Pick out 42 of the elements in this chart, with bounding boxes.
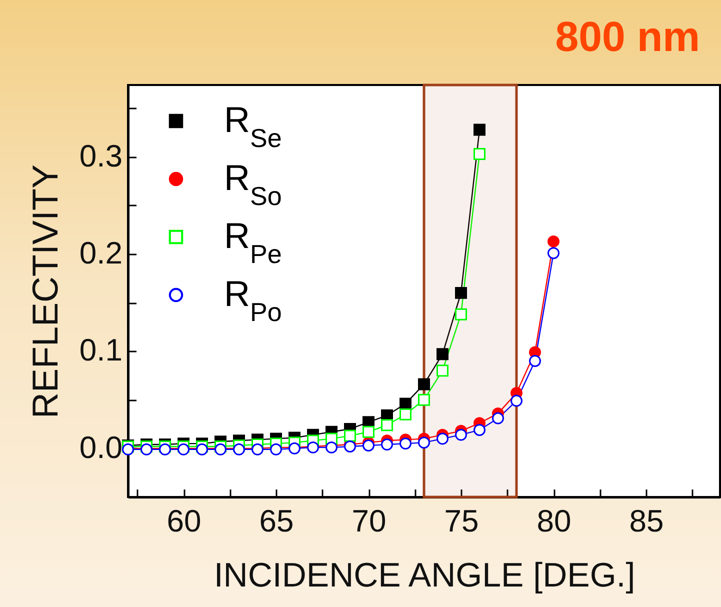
point xyxy=(400,408,412,420)
x-tick-label: 80 xyxy=(536,504,572,538)
point xyxy=(381,419,393,432)
point xyxy=(362,426,374,438)
point xyxy=(474,148,486,160)
point xyxy=(474,124,486,136)
legend-label: R$_{Po}$ xyxy=(224,273,282,327)
point xyxy=(400,398,412,410)
x-axis-title: INCIDENCE ANGLE [DEG.] xyxy=(214,556,636,594)
x-tick-label: 75 xyxy=(444,504,479,538)
chart-title: 800 nm xyxy=(555,12,700,60)
y-tick-label: 0.2 xyxy=(79,236,122,271)
y-tick-label: 0.1 xyxy=(79,332,122,368)
point xyxy=(548,235,560,248)
point xyxy=(455,286,467,299)
point xyxy=(381,438,393,451)
x-tick-label: 70 xyxy=(352,504,386,538)
legend-label: R$_{So}$ xyxy=(224,157,282,211)
y-tick-label: 0.0 xyxy=(79,430,122,465)
point xyxy=(548,247,560,260)
point xyxy=(436,364,448,377)
point xyxy=(418,378,430,390)
point xyxy=(474,424,486,436)
point xyxy=(436,432,448,445)
point xyxy=(436,348,448,360)
x-tick-label: 85 xyxy=(629,504,664,538)
x-tick-label: 65 xyxy=(259,504,294,538)
point xyxy=(418,436,430,449)
point xyxy=(455,428,467,441)
x-tick-label: 60 xyxy=(166,504,202,538)
point xyxy=(529,354,541,367)
legend-label: R$_{Se}$ xyxy=(224,99,282,153)
y-axis-title: REFLECTIVITY xyxy=(24,164,66,419)
y-tick-label: 0.3 xyxy=(79,138,122,174)
point xyxy=(344,430,356,442)
point xyxy=(400,438,412,450)
point xyxy=(510,394,522,407)
point xyxy=(362,440,374,452)
point xyxy=(418,394,430,406)
point xyxy=(492,412,504,424)
point xyxy=(455,308,467,320)
legend-label: R$_{Pe}$ xyxy=(224,215,282,269)
